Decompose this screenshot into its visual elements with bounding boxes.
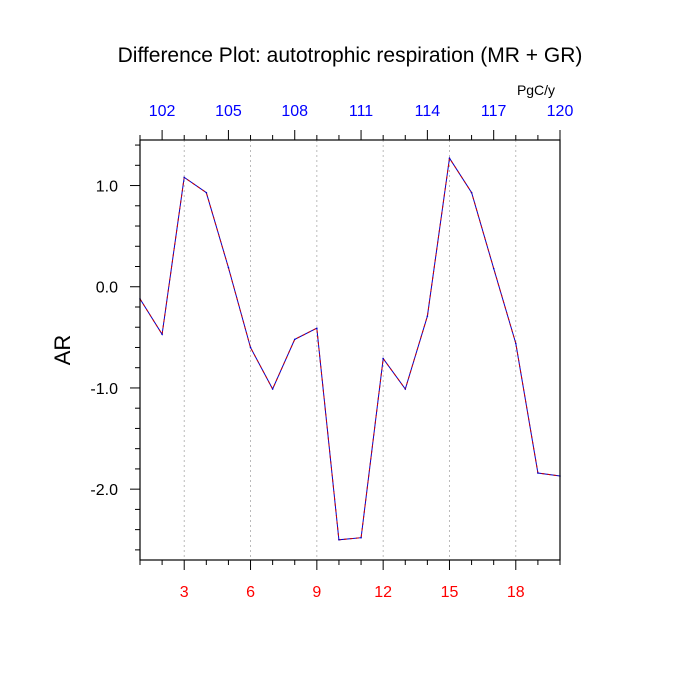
y-tick-label: 0.0 [96,280,118,297]
data-point [426,315,429,317]
data-point [360,536,362,539]
data-point [161,333,163,336]
data-point [448,157,451,160]
data-point [492,267,495,270]
data-point [382,357,384,360]
data-point [338,538,340,541]
data-point [404,388,407,390]
x-tick-label: 9 [312,584,321,601]
y-tick-label: 1.0 [96,179,118,196]
data-point [183,176,186,179]
top-tick-label: 105 [215,103,242,120]
y-tick-label: -2.0 [90,482,118,499]
tick-labels: 3 6 9 12 15 18 102 105 108 111 114 117 120 1.0 0.0 -1.0… [90,103,573,601]
x-tick-label: 18 [507,584,525,601]
top-tick-label: 102 [149,103,176,120]
y-tick-label: -1.0 [90,381,118,398]
chart-title: Difference Plot: autotrophic respiration… [118,44,583,67]
axis-ticks [130,130,561,570]
data-point [227,266,230,269]
x-tick-label: 15 [441,584,459,601]
top-tick-label: 117 [481,103,507,120]
top-tick-label: 111 [349,103,373,120]
top-tick-label: 120 [547,103,574,120]
data-point [470,191,473,194]
x-tick-label: 12 [374,584,392,601]
data-point [293,338,296,341]
top-axis-unit: PgC/y [517,82,555,98]
data-point [271,388,274,390]
grid-lines [183,140,517,560]
data-point [205,191,208,194]
data-point [514,342,517,345]
y-axis-label: AR [50,335,75,366]
top-tick-label: 114 [415,103,441,120]
top-tick-label: 108 [281,103,308,120]
series-line [139,156,561,541]
x-tick-label: 6 [246,584,255,601]
data-point [316,327,318,330]
x-tick-label: 3 [180,584,189,601]
plot-frame [139,139,561,561]
data-point [537,472,539,474]
data-series [139,156,561,541]
series-line-dash [139,156,561,541]
data-point [249,346,252,349]
